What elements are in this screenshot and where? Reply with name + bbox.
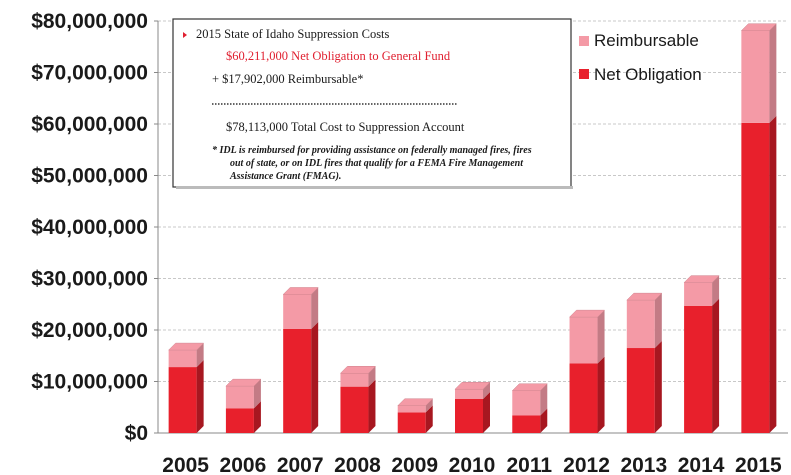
bar-net-obligation-2006 [225, 408, 254, 433]
y-tick-label: $30,000,000 [31, 268, 148, 291]
bar-net-obligation-side-2013 [654, 341, 662, 433]
bar-reimbursable-side-2005 [196, 343, 204, 368]
x-tick-label: 2008 [334, 454, 381, 475]
bar-top-2007 [282, 287, 319, 295]
bar-top-2014 [683, 275, 720, 283]
bar-reimbursable-side-2012 [597, 310, 605, 364]
bar-reimbursable-2012 [569, 317, 598, 364]
bar-net-obligation-2008 [340, 386, 369, 433]
y-tick-label: $70,000,000 [31, 62, 148, 85]
x-tick-label: 2011 [506, 454, 552, 475]
x-tick-label: 2010 [449, 454, 496, 475]
bar-top-2005 [168, 342, 205, 351]
bar-net-obligation-side-2008 [368, 379, 376, 433]
bar-net-obligation-2011 [512, 415, 541, 433]
bars [168, 23, 777, 433]
bar-reimbursable-2013 [626, 300, 655, 349]
bar-net-obligation-side-2006 [253, 401, 261, 433]
y-tick-label: $0 [125, 422, 148, 445]
annotation-shadow [176, 186, 573, 189]
bar-net-obligation-side-2005 [196, 360, 204, 433]
bar-top-2008 [339, 366, 377, 374]
bar-reimbursable-2006 [225, 386, 254, 409]
annotation-title: 2015 State of Idaho Suppression Costs [196, 27, 390, 41]
bar-net-obligation-side-2010 [483, 392, 490, 433]
bar-top-2013 [626, 292, 663, 301]
bar-net-obligation-side-2007 [311, 321, 319, 433]
bar-reimbursable-side-2008 [368, 366, 376, 387]
bar-reimbursable-side-2013 [654, 293, 662, 349]
annotation-net-line: $60,211,000 Net Obligation to General Fu… [226, 49, 451, 63]
bar-net-obligation-2012 [569, 363, 598, 433]
x-axis-ticks: 2005 2006 2007 2008 2009 2010 2011 2012 2013 2014… [162, 454, 782, 475]
bar-net-obligation-2014 [684, 305, 713, 433]
annotation-footnote-3: Assistance Grant (FMAG). [229, 171, 341, 182]
bar-reimbursable-side-2010 [483, 382, 490, 400]
bar-reimbursable-side-2014 [712, 275, 720, 306]
bar-top-2006 [225, 378, 262, 387]
annotation-footnote-2: out of state, or on IDL fires that quali… [230, 158, 524, 169]
annotation-box: 2015 State of Idaho Suppression Costs $6… [172, 18, 573, 189]
y-tick-label: $50,000,000 [31, 165, 148, 188]
bar-top-2010 [454, 381, 491, 390]
x-tick-label: 2007 [277, 454, 324, 475]
legend: Reimbursable Net Obligation [579, 31, 702, 84]
bar-reimbursable-side-2015 [769, 23, 777, 123]
bar-net-obligation-2013 [626, 348, 655, 433]
bar-reimbursable-side-2011 [540, 383, 548, 416]
y-tick-label: $20,000,000 [31, 319, 148, 342]
x-tick-label: 2013 [620, 454, 667, 475]
annotation-footnote-1: * IDL is reimbursed for providing assist… [212, 145, 532, 156]
bar-net-obligation-2010 [455, 399, 483, 433]
bar-reimbursable-2008 [340, 373, 369, 387]
bar-net-obligation-side-2015 [769, 115, 777, 433]
bar-reimbursable-2009 [397, 405, 426, 413]
x-tick-label: 2014 [678, 454, 725, 475]
bar-net-obligation-2009 [397, 412, 426, 433]
annotation-frame [172, 18, 572, 188]
bar-reimbursable-2005 [168, 350, 197, 368]
bar-reimbursable-side-2009 [425, 398, 433, 413]
annotation-reimb-line: + $17,902,000 Reimbursable* [212, 72, 363, 86]
legend-label-reimbursable: Reimbursable [594, 31, 699, 50]
bar-net-obligation-2015 [741, 122, 770, 433]
legend-swatch-net-obligation [579, 69, 589, 79]
y-tick-label: $60,000,000 [31, 113, 148, 136]
bar-top-2015 [740, 23, 777, 31]
bar-reimbursable-2007 [283, 294, 312, 329]
y-tick-label: $10,000,000 [31, 371, 148, 394]
bar-reimbursable-2010 [455, 389, 483, 400]
bar-top-2009 [397, 398, 434, 406]
bar-reimbursable-side-2006 [253, 379, 261, 409]
y-tick-label: $40,000,000 [31, 216, 148, 239]
bar-net-obligation-side-2012 [597, 356, 605, 433]
bar-reimbursable-2014 [684, 282, 713, 306]
y-tick-label: $80,000,000 [31, 10, 148, 33]
x-tick-label: 2005 [162, 454, 209, 475]
annotation-bullet-icon [183, 32, 187, 38]
y-axis-ticks: $0 $10,000,000 $20,000,000 $30,000,000 $40,0… [31, 10, 148, 445]
x-tick-label: 2012 [563, 454, 610, 475]
legend-label-net-obligation: Net Obligation [594, 65, 702, 84]
x-tick-label: 2006 [220, 454, 267, 475]
bar-top-2011 [511, 383, 548, 392]
bar-reimbursable-2015 [741, 30, 770, 123]
bar-net-obligation-2005 [168, 367, 197, 433]
bar-top-2012 [568, 309, 606, 318]
bar-reimbursable-side-2007 [311, 287, 319, 329]
bar-reimbursable-2011 [512, 390, 541, 416]
bar-net-obligation-side-2014 [712, 298, 720, 433]
x-tick-label: 2009 [391, 454, 438, 475]
x-tick-label: 2015 [735, 454, 782, 475]
legend-swatch-reimbursable [579, 36, 589, 46]
annotation-total-line: $78,113,000 Total Cost to Suppression Ac… [226, 120, 465, 134]
bar-net-obligation-side-2011 [540, 408, 548, 433]
bar-net-obligation-side-2009 [425, 405, 433, 433]
bar-net-obligation-2007 [283, 328, 312, 433]
